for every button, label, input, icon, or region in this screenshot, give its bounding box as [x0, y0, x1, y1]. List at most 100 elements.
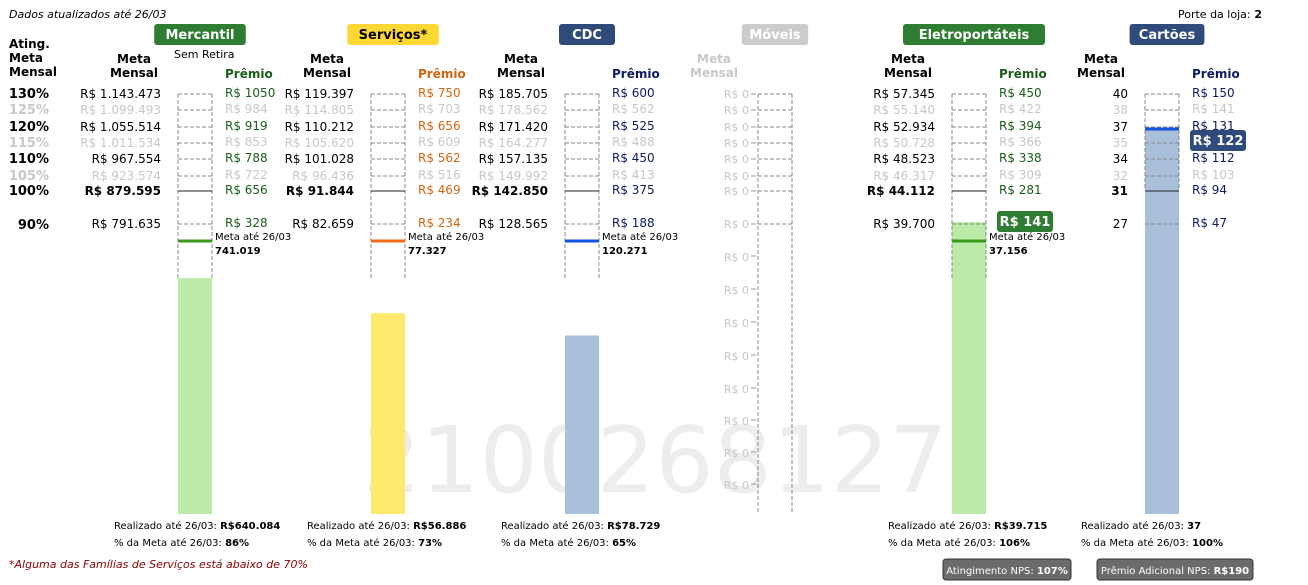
meta-header: Mensal: [497, 66, 545, 80]
progress-bar: [178, 278, 212, 514]
meta-value: 27: [1113, 217, 1128, 231]
meta-value: R$ 57.345: [873, 87, 935, 101]
footnote: *Alguma das Famílias de Serviços está ab…: [9, 558, 308, 571]
premio-value: R$ 422: [999, 102, 1042, 116]
meta-value: R$ 178.562: [479, 103, 548, 117]
premio-value: R$ 281: [999, 183, 1042, 197]
meta-value: R$ 0: [724, 121, 749, 134]
meta-value: R$ 110.212: [285, 120, 354, 134]
pct-label: % da Meta até 26/03:: [114, 537, 225, 549]
realizado-line: Realizado até 26/03: R$56.886: [307, 520, 466, 532]
premio-value: R$ 600: [612, 86, 655, 100]
progress-bar: [565, 335, 599, 514]
extra-tick-label: R$ 0: [724, 284, 749, 297]
meta-value: R$ 128.565: [479, 217, 548, 231]
premio-value: R$ 188: [612, 216, 655, 230]
meta-value: R$ 0: [724, 88, 749, 101]
pct-value: 73%: [418, 538, 442, 549]
premio-value: R$ 94: [1192, 183, 1227, 197]
meta-value: R$ 39.700: [873, 217, 935, 231]
meta-header: Meta: [891, 52, 925, 66]
meta-value: R$ 923.574: [92, 169, 161, 183]
meta-value: R$ 1.011.534: [80, 136, 161, 150]
nps-badge-label: Atingimento NPS:: [946, 566, 1037, 577]
watermark: 2100268127: [362, 407, 947, 514]
premio-value: R$ 47: [1192, 216, 1227, 230]
meta-value: R$ 157.135: [479, 152, 548, 166]
meta-value: R$ 149.992: [479, 169, 548, 183]
target-frame: [178, 94, 212, 280]
premio-value: R$ 488: [612, 135, 655, 149]
family-header-label: Móveis: [749, 28, 801, 43]
meta-value: R$ 114.805: [285, 103, 354, 117]
premio-value: R$ 788: [225, 151, 268, 165]
realizado-label: Realizado até 26/03:: [114, 520, 220, 532]
level-label: 110%: [9, 152, 49, 167]
realizado-label: Realizado até 26/03:: [307, 520, 413, 532]
premio-header: Prêmio: [418, 67, 466, 81]
realizado-value: R$640.084: [220, 521, 280, 532]
nps-badge: Atingimento NPS: 107%: [946, 566, 1068, 577]
premio-value: R$ 919: [225, 119, 268, 133]
level-label: 125%: [9, 103, 49, 118]
realizado-line: Realizado até 26/03: R$78.729: [501, 520, 660, 532]
premio-value: R$ 141: [1192, 102, 1235, 116]
meta-header: Mensal: [690, 66, 738, 80]
meta-value: 34: [1113, 152, 1128, 166]
pct-line: % da Meta até 26/03: 86%: [114, 537, 249, 549]
premio-nps-badge-value: R$190: [1214, 566, 1250, 577]
meta-ate-value: 37.156: [989, 246, 1028, 257]
premio-value: R$ 516: [418, 168, 461, 182]
meta-header: Meta: [1084, 52, 1118, 66]
meta-ate-label: Meta até 26/03: [989, 231, 1065, 243]
target-frame: [371, 94, 405, 280]
meta-value: R$ 82.659: [292, 217, 354, 231]
premio-value: R$ 103: [1192, 168, 1235, 182]
meta-value: R$ 119.397: [285, 87, 354, 101]
premio-header: Prêmio: [999, 67, 1047, 81]
meta-value: R$ 50.728: [873, 136, 935, 150]
meta-value: R$ 0: [724, 170, 749, 183]
premio-value: R$ 450: [612, 151, 655, 165]
meta-value: R$ 0: [724, 153, 749, 166]
axis-title-line: Meta: [9, 51, 43, 65]
meta-value: R$ 164.277: [479, 136, 548, 150]
meta-value: R$ 967.554: [92, 152, 161, 166]
premio-value: R$ 309: [999, 168, 1042, 182]
porte-value: 2: [1254, 8, 1262, 21]
realizado-line: Realizado até 26/03: 37: [1081, 520, 1201, 532]
meta-header: Mensal: [110, 66, 158, 80]
meta-ate-value: 77.327: [408, 246, 447, 257]
meta-ate-label: Meta até 26/03: [602, 231, 678, 243]
family-5: CartõesMetaMensal Prêmio40 R$ 15038 R$ 1413…: [1077, 24, 1246, 549]
extra-tick-label: R$ 0: [724, 383, 749, 396]
extra-tick-label: R$ 0: [724, 415, 749, 428]
premio-value: R$ 656: [225, 183, 268, 197]
meta-value: 31: [1111, 184, 1128, 198]
premio-value: R$ 394: [999, 119, 1042, 133]
premio-value: R$ 656: [418, 119, 461, 133]
meta-value: R$ 185.705: [479, 87, 548, 101]
meta-value: R$ 142.850: [472, 184, 548, 198]
level-label: 120%: [9, 120, 49, 135]
meta-value: 37: [1113, 120, 1128, 134]
realizado-value: R$39.715: [994, 521, 1047, 532]
meta-header: Meta: [117, 52, 151, 66]
meta-value: R$ 52.934: [873, 120, 935, 134]
realizado-value: R$56.886: [413, 521, 466, 532]
premio-value: R$ 375: [612, 183, 655, 197]
realizado-label: Realizado até 26/03:: [1081, 520, 1187, 532]
pct-value: 100%: [1192, 538, 1223, 549]
premio-value: R$ 525: [612, 119, 655, 133]
level-label: 130%: [9, 87, 49, 102]
target-frame: [565, 94, 599, 280]
premio-value: R$ 562: [418, 151, 461, 165]
premio-value: R$ 722: [225, 168, 268, 182]
progress-bar: [952, 222, 986, 514]
nps-badge-value: 107%: [1037, 566, 1068, 577]
pct-line: % da Meta até 26/03: 73%: [307, 537, 442, 549]
realizado-value: R$78.729: [607, 521, 660, 532]
meta-value: R$ 48.523: [873, 152, 935, 166]
